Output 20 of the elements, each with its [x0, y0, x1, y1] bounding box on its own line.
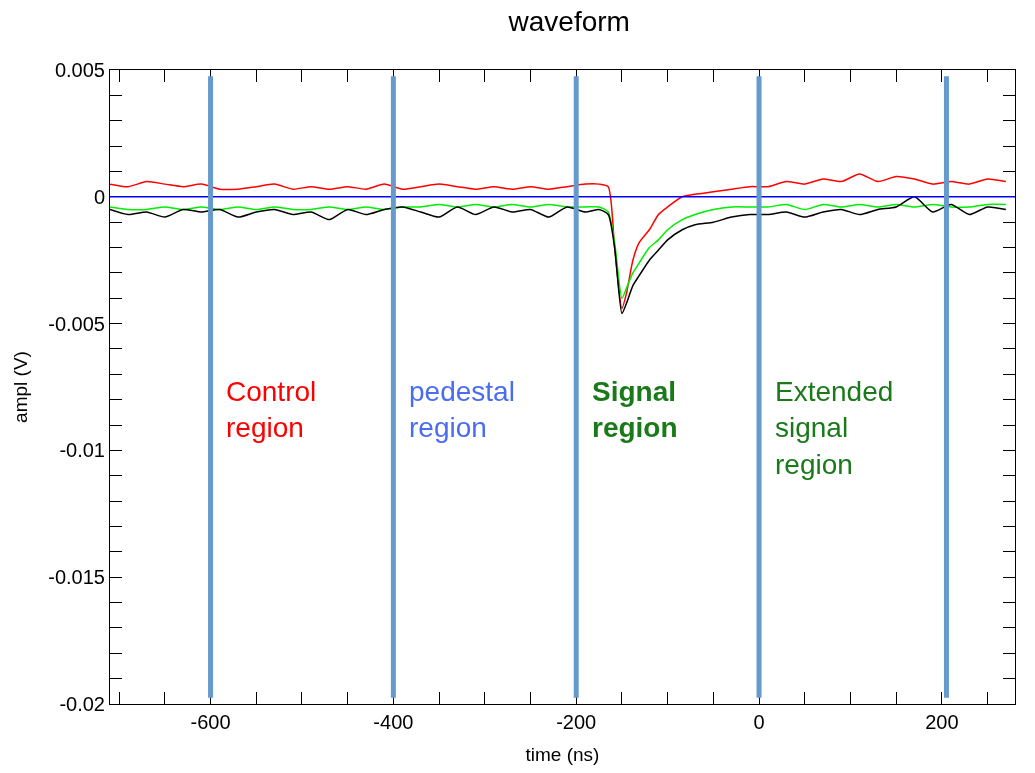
y-tick-label: 0 [93, 185, 105, 208]
annotation: Control region [226, 376, 317, 444]
y-tick-label: 0.005 [54, 59, 105, 81]
y-tick-label: -0.005 [48, 312, 105, 335]
x-tick-label: 200 [925, 711, 959, 733]
y-axis-title: ampl (V) [10, 351, 32, 423]
annotation: Signal region [592, 376, 678, 444]
x-tick-label: -600 [190, 711, 231, 733]
chart-title: waveform [507, 6, 630, 38]
line-series [110, 203, 1007, 299]
line-series [110, 173, 1007, 310]
annotation: pedestal region [409, 376, 515, 444]
y-tick-label: -0.01 [59, 439, 105, 462]
annotation: Extended signal region [775, 376, 894, 480]
x-tick-label: 0 [753, 711, 765, 733]
x-axis-title: time (ns) [525, 743, 600, 765]
x-tick-label: -200 [556, 711, 597, 733]
y-tick-label: -0.02 [59, 693, 105, 715]
y-tick-label: -0.015 [48, 566, 105, 589]
x-tick-label: -400 [373, 711, 414, 733]
